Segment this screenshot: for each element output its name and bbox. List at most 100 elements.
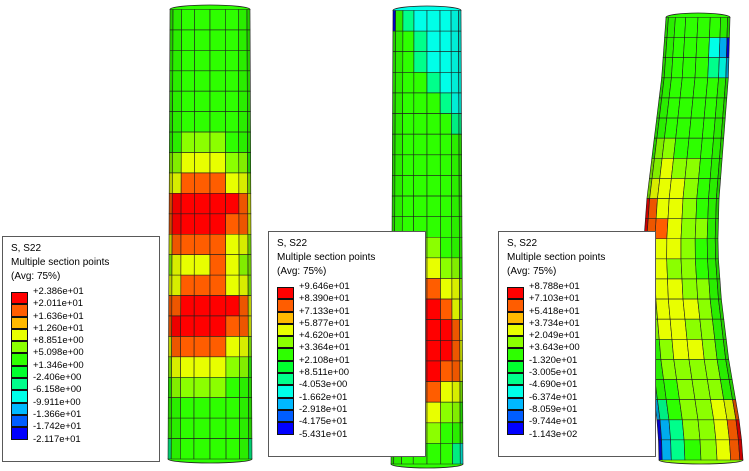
mesh-cell [181,70,195,92]
mesh-cell [684,318,703,340]
cylinder-shading [458,72,462,93]
mesh-cell [180,315,195,337]
mesh-cell [440,360,453,382]
mesh-cell [180,274,195,296]
cylinder-shading [727,419,739,440]
cylinder-shading [451,92,459,114]
legend-value: +1.636e+01 [33,310,84,322]
cylinder-shading [451,72,459,93]
mesh-cell [194,9,211,31]
mesh-cell [194,90,211,112]
legend-value: -4.053e+00 [299,379,348,391]
cylinder-shading [720,379,733,400]
cylinder-shading [707,238,716,259]
cylinder-shading [451,113,459,135]
cylinder-shading [723,339,729,360]
mesh-cell [694,238,708,260]
cylinder-shading [717,359,730,380]
mesh-cell [209,29,226,51]
cylinder-shading [392,175,395,197]
mesh-cell [426,195,441,217]
mesh-cell [439,10,452,32]
mesh-cell [180,172,195,194]
cylinder-shading [451,278,460,300]
cylinder-shading [171,336,181,357]
mesh-cell [677,97,694,119]
legend-color-swatch [277,287,294,300]
cylinder-shading [394,175,403,197]
mesh-cell [439,175,452,197]
legend-value: -2.406e+00 [33,372,82,384]
mesh-cell [426,278,441,300]
mesh-cell [225,295,240,317]
cylinder-shading [172,50,182,71]
mesh-cell [209,438,227,460]
mesh-cell [225,131,240,153]
legend-color-swatch [11,378,28,391]
mesh-cell [440,401,453,424]
legend-color-swatch [277,323,294,337]
cylinder-shading [392,51,396,73]
cylinder-shading [459,278,463,300]
mesh-cell [402,51,415,73]
cylinder-shading [664,17,669,38]
mesh-cell [180,397,195,419]
legend-value: +8.511e+00 [299,367,350,379]
cylinder-shading [661,77,672,98]
cylinder-shading [707,258,718,279]
cylinder-shading [248,418,252,439]
mesh-cell [209,50,226,72]
legend-value: +1.346e+00 [33,359,84,371]
cylinder-shading [247,152,251,173]
cylinder-shading [715,238,719,259]
legend-value: +4.620e+01 [299,330,350,342]
mesh-cell [695,258,710,280]
mesh-cell [180,152,195,174]
legend-value: +8.788e+01 [529,281,580,292]
cylinder-shading [451,154,460,176]
cylinder-shading [246,9,251,30]
mesh-cell [225,172,240,194]
cylinder-shading [392,154,396,176]
legend-color-swatch [11,365,28,379]
legend-value: +5.418e+01 [529,305,580,317]
legend-color-swatch [11,328,28,342]
cylinder-shading [171,315,181,337]
mesh-cell [225,111,239,133]
mesh-cell [225,90,239,112]
legend-color-swatch [507,373,524,386]
mesh-cell [679,77,696,99]
cylinder-shading [459,175,462,197]
legend-title: S, S22 [507,238,538,249]
mesh-cell [440,236,453,259]
cylinder-shading [248,377,252,398]
mesh-cell [440,319,453,341]
mesh-cell [439,30,452,53]
mesh-cell [209,315,227,337]
cylinder-shading [238,91,248,112]
legend-color-swatch [507,287,524,300]
cylinder-shading [451,175,460,197]
cylinder-shading [452,319,460,341]
cylinder-shading [395,92,403,114]
cylinder-shading [715,198,720,219]
cylinder-shading [710,158,720,179]
cylinder-shading [708,278,719,300]
contour-legend-1: S, S22 Multiple section points (Avg: 75%… [2,236,160,462]
cylinder-shading [238,213,248,235]
cylinder-shading [239,295,249,316]
mesh-cell [225,376,240,399]
cylinder-shading [652,158,663,179]
cylinder-shading [661,57,666,78]
cylinder-shading [714,339,726,360]
mesh-cell [209,9,226,31]
mesh-cell [402,92,415,114]
mesh-cell [681,278,698,300]
legend-color-swatch [507,385,524,398]
cylinder-shading [172,70,182,92]
cylinder-shading [722,97,727,119]
legend-value: +5.877e+01 [299,317,350,329]
cylinder-shading [247,111,251,133]
cylinder-shading [169,213,173,235]
cylinder-shading [168,418,172,439]
